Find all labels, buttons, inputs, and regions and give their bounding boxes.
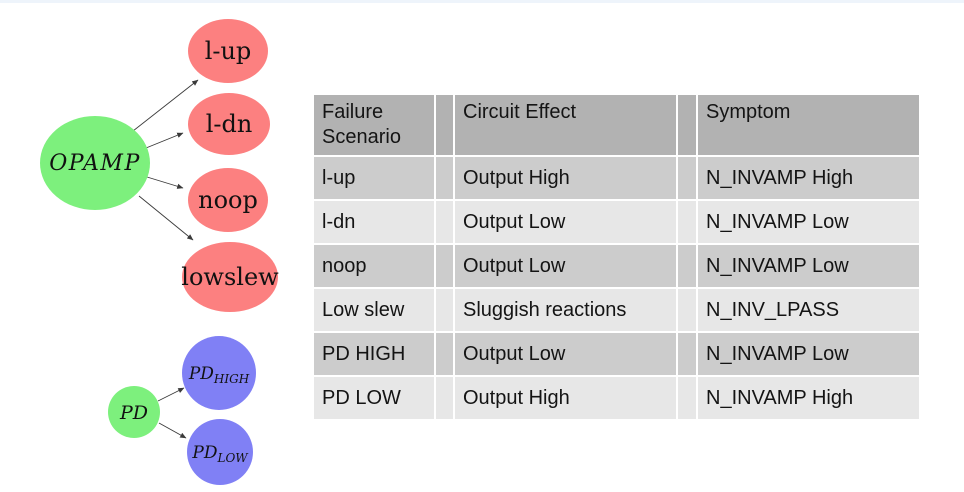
cell-symptom: N_INVAMP Low [698, 245, 919, 287]
table-row-low-slew: Low slew Sluggish reactions N_INV_LPASS [314, 289, 919, 331]
cell-effect: Output Low [455, 201, 676, 243]
node-opamp-label: OPAMP [49, 151, 141, 176]
cell-scenario: PD HIGH [314, 333, 434, 375]
table-row-l-dn: l-dn Output Low N_INVAMP Low [314, 201, 919, 243]
cell-symptom: N_INVAMP High [698, 157, 919, 199]
cell-spacer [436, 289, 453, 331]
cell-effect: Output High [455, 377, 676, 419]
edge-opamp-ldn [145, 132, 184, 149]
node-lowslew-label: lowslew [181, 263, 279, 291]
cell-spacer [436, 333, 453, 375]
node-pd-label: PD [119, 402, 148, 424]
table-row-pd-high: PD HIGH Output Low N_INVAMP Low [314, 333, 919, 375]
cell-effect: Output High [455, 157, 676, 199]
cell-scenario: l-up [314, 157, 434, 199]
table-row-noop: noop Output Low N_INVAMP Low [314, 245, 919, 287]
cell-spacer [678, 289, 696, 331]
header-circuit-effect: Circuit Effect [455, 95, 676, 155]
node-pd-low [187, 419, 253, 485]
cell-scenario: l-dn [314, 201, 434, 243]
cell-spacer [678, 201, 696, 243]
cell-symptom: N_INVAMP High [698, 377, 919, 419]
cell-symptom: N_INVAMP Low [698, 333, 919, 375]
node-pd-high-label: PDHIGH [188, 364, 250, 386]
edge-opamp-lowslew [138, 195, 194, 241]
edge-opamp-noop [146, 176, 184, 189]
edge-pd-pdlow [158, 422, 187, 439]
node-l-up-label: l-up [205, 37, 252, 65]
cell-spacer [678, 333, 696, 375]
node-pd [108, 386, 160, 438]
node-noop-label: noop [198, 186, 258, 214]
node-l-dn [188, 93, 270, 155]
edge-pd-pdhigh [157, 387, 185, 402]
cell-spacer [678, 245, 696, 287]
cell-spacer [678, 377, 696, 419]
cell-effect: Output Low [455, 245, 676, 287]
slide-top-strip [0, 0, 964, 3]
node-l-dn-label: l-dn [206, 110, 253, 138]
node-noop [188, 168, 268, 232]
node-lowslew [182, 242, 278, 312]
fault-tree-diagram: OPAMP l-up l-dn noop lowslew PD PDHIGH P… [40, 19, 279, 485]
header-spacer [436, 95, 453, 155]
header-symptom: Symptom [698, 95, 919, 155]
cell-spacer [436, 245, 453, 287]
cell-spacer [436, 377, 453, 419]
table-header-row: Failure Scenario Circuit Effect Symptom [314, 95, 919, 155]
node-pd-high [182, 336, 256, 410]
cell-symptom: N_INVAMP Low [698, 201, 919, 243]
failure-scenario-table: Failure Scenario Circuit Effect Symptom … [312, 93, 921, 421]
node-l-up [188, 19, 268, 83]
node-pd-low-label: PDLOW [191, 443, 249, 465]
cell-symptom: N_INV_LPASS [698, 289, 919, 331]
table-row-pd-low: PD LOW Output High N_INVAMP High [314, 377, 919, 419]
cell-scenario: PD LOW [314, 377, 434, 419]
header-failure-scenario: Failure Scenario [314, 95, 434, 155]
cell-spacer [436, 157, 453, 199]
edge-opamp-lup [132, 79, 199, 132]
table-row-l-up: l-up Output High N_INVAMP High [314, 157, 919, 199]
cell-scenario: noop [314, 245, 434, 287]
node-opamp [40, 116, 150, 210]
cell-scenario: Low slew [314, 289, 434, 331]
cell-effect: Output Low [455, 333, 676, 375]
cell-effect: Sluggish reactions [455, 289, 676, 331]
header-spacer [678, 95, 696, 155]
cell-spacer [678, 157, 696, 199]
cell-spacer [436, 201, 453, 243]
